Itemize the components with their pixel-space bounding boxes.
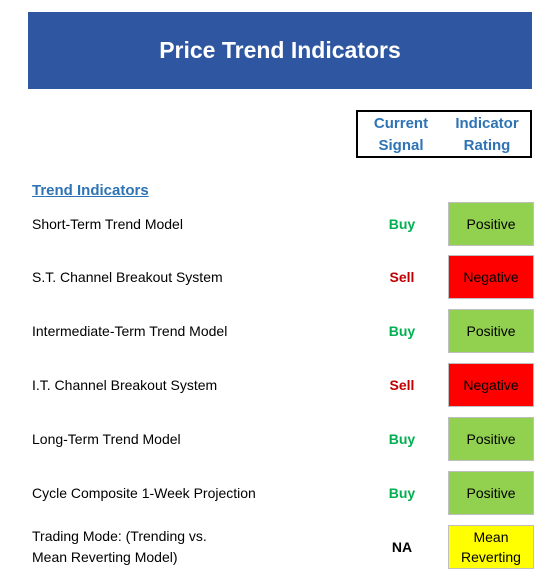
indicator-row: I.T. Channel Breakout System Sell Negative: [0, 363, 558, 407]
indicator-label: Intermediate-Term Trend Model: [32, 322, 228, 339]
indicator-row: S.T. Channel Breakout System Sell Negative: [0, 255, 558, 299]
indicator-rating-badge: Positive: [448, 202, 534, 246]
indicator-label: Short-Term Trend Model: [32, 215, 183, 232]
indicator-rating-badge: Negative: [448, 255, 534, 299]
current-signal: Sell: [389, 377, 415, 393]
indicator-rating-badge: Positive: [448, 309, 534, 353]
current-signal: NA: [391, 539, 413, 555]
section-label-trend-indicators: Trend Indicators: [32, 182, 149, 199]
indicator-label: Long-Term Trend Model: [32, 430, 181, 447]
indicator-row: Long-Term Trend Model Buy Positive: [0, 417, 558, 461]
current-signal: Buy: [388, 431, 416, 447]
indicator-label: Cycle Composite 1-Week Projection: [32, 484, 256, 501]
header-current-signal: Current Signal: [373, 115, 429, 154]
indicator-label: Trading Mode: (Trending vs. Mean Reverti…: [32, 528, 207, 565]
current-signal: Buy: [388, 216, 416, 232]
page-title: Price Trend Indicators: [28, 12, 532, 89]
indicator-label: I.T. Channel Breakout System: [32, 376, 218, 393]
current-signal: Buy: [388, 485, 416, 501]
indicator-label: S.T. Channel Breakout System: [32, 268, 223, 285]
header-indicator-rating: Indicator Rating: [455, 115, 519, 154]
indicator-rating-badge: Positive: [448, 417, 534, 461]
indicator-rating-badge: Positive: [448, 471, 534, 515]
indicator-row: Cycle Composite 1-Week Projection Buy Posi…: [0, 471, 558, 515]
indicator-row: Trading Mode: (Trending vs. Mean Reverti…: [0, 525, 558, 569]
indicator-rating-badge: Negative: [448, 363, 534, 407]
indicator-rating-badge: Mean Reverting: [448, 525, 534, 569]
current-signal: Sell: [389, 269, 415, 285]
indicator-row: Intermediate-Term Trend Model Buy Positive: [0, 309, 558, 353]
current-signal: Buy: [388, 323, 416, 339]
indicator-row: Short-Term Trend Model Buy Positive: [0, 202, 558, 246]
column-header-box: Current Signal Indicator Rating: [356, 110, 532, 158]
